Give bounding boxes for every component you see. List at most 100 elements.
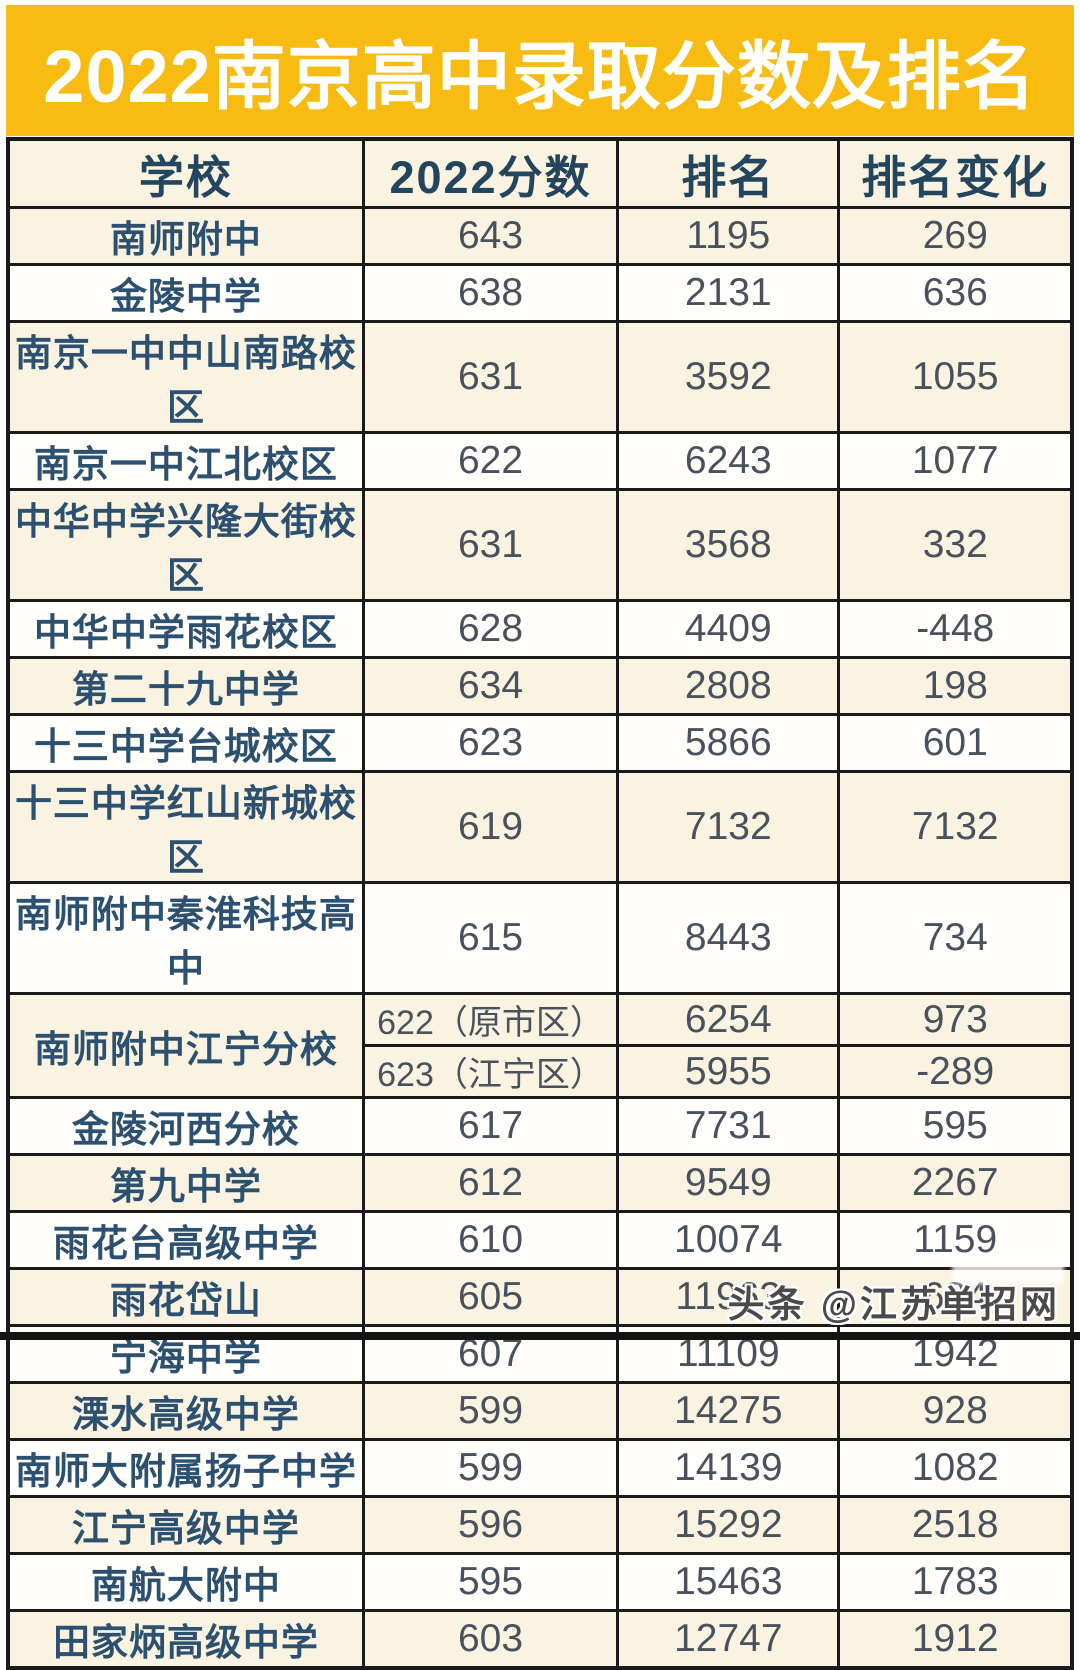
table-row: 南师附中江宁分校 622（原市区） 6254 973	[6, 992, 1074, 1099]
school-cell: 中华中学兴隆大街校区	[6, 488, 365, 602]
score-cell: 631	[361, 488, 620, 602]
rank-cell: 7132	[616, 770, 841, 884]
rank-cell: 7731	[616, 1096, 841, 1156]
change-cell: 595	[837, 1096, 1074, 1156]
rank-cell: 5866	[616, 713, 841, 773]
header-row: 学校 2022分数 排名 排名变化	[6, 137, 1074, 209]
change-cell: 1055	[837, 320, 1074, 434]
rank-cell: 2808	[616, 656, 841, 716]
score-cell: 638	[361, 263, 620, 323]
table-row: 溧水高级中学 599 14275 928	[6, 1381, 1074, 1441]
change-cell: -448	[837, 599, 1074, 659]
change-cell: 601	[837, 713, 1074, 773]
school-cell: 南师附中秦淮科技高中	[6, 881, 365, 995]
table-row: 中华中学雨花校区 628 4409 -448	[6, 599, 1074, 659]
school-cell: 南京一中中山南路校区	[6, 320, 365, 434]
school-cell: 十三中学台城校区	[6, 713, 365, 773]
watermark: 头条 @江苏单招网	[727, 1284, 1060, 1325]
rank-cell: 6243	[616, 431, 841, 491]
table-row: 南京一中中山南路校区 631 3592 1055	[6, 320, 1074, 434]
table-row: 金陵河西分校 617 7731 595	[6, 1096, 1074, 1156]
score-cell: 599	[361, 1438, 620, 1498]
change-cell: 2518	[837, 1495, 1074, 1555]
score-cell: 623（江宁区）	[361, 1044, 620, 1099]
rank-cell: 15463	[616, 1552, 841, 1612]
school-cell: 溧水高级中学	[6, 1381, 365, 1441]
score-cell: 610	[361, 1210, 620, 1270]
page-title: 2022南京高中录取分数及排名	[43, 35, 1037, 118]
change-cell: 2267	[837, 1153, 1074, 1213]
table-row: 南航大附中 595 15463 1783	[6, 1552, 1074, 1612]
rank-cell: 2131	[616, 263, 841, 323]
score-cell: 622（原市区）	[361, 992, 620, 1047]
score-cell: 605	[361, 1267, 620, 1327]
school-cell: 南师附中江宁分校	[6, 992, 365, 1099]
school-cell: 十三中学红山新城校区	[6, 770, 365, 884]
change-cell: 1082	[837, 1438, 1074, 1498]
table-row: 第二十九中学 634 2808 198	[6, 656, 1074, 716]
change-cell: 332	[837, 488, 1074, 602]
table-row: 雨花岱山 605 11963 684	[6, 1267, 1074, 1327]
score-cell: 596	[361, 1495, 620, 1555]
change-cell: 636	[837, 263, 1074, 323]
table-row: 十三中学红山新城校区 619 7132 7132	[6, 770, 1074, 884]
rank-cell: 8443	[616, 881, 841, 995]
table-row: 金陵中学 638 2131 636	[6, 263, 1074, 323]
table-row: 雨花台高级中学 610 10074 1159	[6, 1210, 1074, 1270]
table-row: 南师大附属扬子中学 599 14139 1082	[6, 1438, 1074, 1498]
table-row: 中华中学兴隆大街校区 631 3568 332	[6, 488, 1074, 602]
title-banner: 2022南京高中录取分数及排名	[6, 5, 1074, 136]
change-cell: 1077	[837, 431, 1074, 491]
score-cell: 615	[361, 881, 620, 995]
score-cell: 617	[361, 1096, 620, 1156]
rank-cell: 9549	[616, 1153, 841, 1213]
score-cell: 623	[361, 713, 620, 773]
table-row: 第九中学 612 9549 2267	[6, 1153, 1074, 1213]
rank-cell: 4409	[616, 599, 841, 659]
score-cell: 595	[361, 1552, 620, 1612]
rank-cell: 3592	[616, 320, 841, 434]
column-header-rank: 排名	[616, 137, 841, 209]
rank-cell: 6254	[616, 992, 841, 1047]
rank-cell: 10074	[616, 1210, 841, 1270]
score-cell: 643	[361, 206, 620, 266]
table-row: 623（江宁区） 5955 -289	[8, 1044, 1074, 1099]
bottom-edge-bar	[0, 1332, 1080, 1340]
change-cell: 734	[837, 881, 1074, 995]
score-cell: 622	[361, 431, 620, 491]
change-cell: 7132	[837, 770, 1074, 884]
school-cell: 金陵中学	[6, 263, 365, 323]
score-cell: 603	[361, 1609, 620, 1670]
school-cell: 中华中学雨花校区	[6, 599, 365, 659]
change-cell: 269	[837, 206, 1074, 266]
school-cell: 雨花台高级中学	[6, 1210, 365, 1270]
table-row: 南京一中江北校区 622 6243 1077	[6, 431, 1074, 491]
change-cell: 1912	[837, 1609, 1074, 1670]
school-cell: 南师附中	[6, 206, 365, 266]
score-cell: 599	[361, 1381, 620, 1441]
school-cell: 金陵河西分校	[6, 1096, 365, 1156]
rank-cell: 1195	[616, 206, 841, 266]
table-body: 南师附中 643 1195 269 金陵中学 638 2131 636 南京一中中山南路校区 63…	[6, 206, 1074, 1670]
change-cell: 1783	[837, 1552, 1074, 1612]
score-cell: 628	[361, 599, 620, 659]
score-cell: 631	[361, 320, 620, 434]
table-row: 江宁高级中学 596 15292 2518	[6, 1495, 1074, 1555]
rank-cell: 15292	[616, 1495, 841, 1555]
scores-table: 学校 2022分数 排名 排名变化 南师附中 643 1195 269 金陵中学 638 2…	[6, 137, 1074, 1670]
blur-patch	[952, 1256, 1064, 1284]
school-cell: 第二十九中学	[6, 656, 365, 716]
rank-cell: 14275	[616, 1381, 841, 1441]
column-header-score: 2022分数	[361, 137, 620, 209]
school-cell: 南航大附中	[6, 1552, 365, 1612]
school-cell: 田家炳高级中学	[6, 1609, 365, 1670]
change-cell: 973	[837, 992, 1074, 1047]
table-row: 南师附中秦淮科技高中 615 8443 734	[6, 881, 1074, 995]
school-cell: 南师大附属扬子中学	[6, 1438, 365, 1498]
score-cell: 612	[361, 1153, 620, 1213]
score-cell: 619	[361, 770, 620, 884]
table-row: 田家炳高级中学 603 12747 1912	[6, 1609, 1074, 1670]
column-header-school: 学校	[6, 137, 365, 209]
scores-table-wrap: 学校 2022分数 排名 排名变化 南师附中 643 1195 269 金陵中学 638 2…	[6, 137, 1074, 1670]
school-cell: 第九中学	[6, 1153, 365, 1213]
